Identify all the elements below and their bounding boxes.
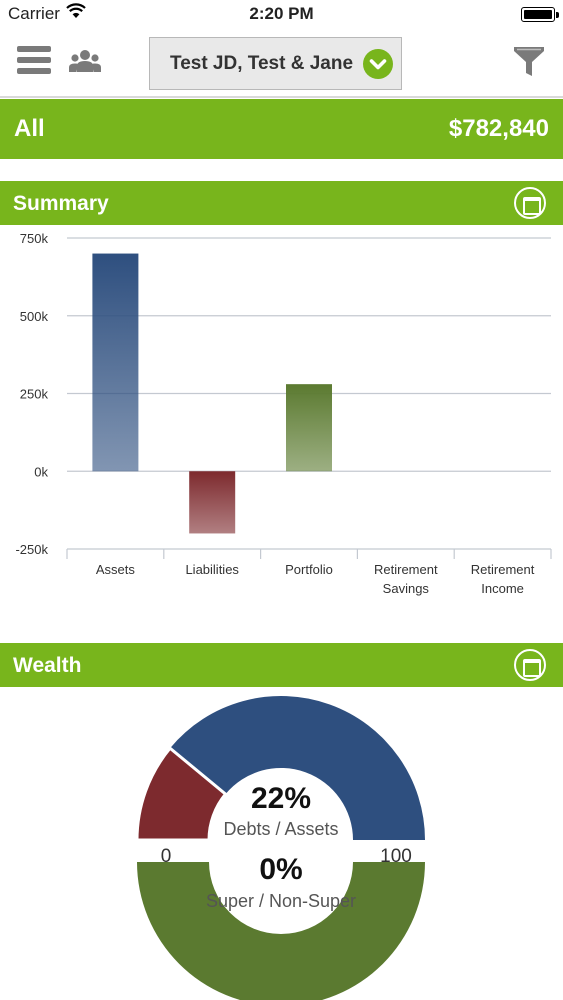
gauge-max-label: 100 <box>380 846 412 867</box>
bar-portfolio <box>286 384 332 472</box>
wifi-icon <box>66 3 86 24</box>
summary-title: Summary <box>13 192 109 215</box>
bar-assets <box>92 253 139 472</box>
wealth-title: Wealth <box>13 654 82 677</box>
gauge-min-label: 0 <box>161 846 172 867</box>
bar-liabilities <box>189 471 236 534</box>
summary-section-header: Summary <box>0 181 563 225</box>
carrier-label: Carrier <box>8 4 60 23</box>
people-icon[interactable] <box>68 48 102 79</box>
all-total-bar: All $782,840 <box>0 99 563 159</box>
x-tick-label: Liabilities <box>185 562 239 577</box>
x-tick-label: Retirement Income <box>471 562 535 596</box>
summary-bar-chart: 750k 500k 250k 0k -250k Assets Liabilities Port… <box>15 231 552 596</box>
debts-assets-value: 22% <box>251 782 311 815</box>
y-tick-label: 250k <box>20 387 49 402</box>
y-tick-label: 0k <box>34 464 48 479</box>
gauge-debts-assets-remainder <box>170 696 425 840</box>
client-selector-label: Test JD, Test & Jane <box>170 53 354 74</box>
y-tick-label: -250k <box>15 542 48 557</box>
y-tick-label: 500k <box>20 309 49 324</box>
filter-icon[interactable] <box>513 45 545 84</box>
gauge-debts-assets-value <box>135 746 228 842</box>
y-tick-label: 750k <box>20 231 49 246</box>
menu-icon[interactable] <box>17 44 51 78</box>
gauge-super-nonsuper-remainder <box>137 862 425 1000</box>
status-bar: Carrier 2:20 PM <box>0 0 563 28</box>
status-time: 2:20 PM <box>249 4 314 23</box>
super-nonsuper-caption: Super / Non-Super <box>206 891 356 911</box>
wealth-gauge-chart: 22% Debts / Assets 0% Super / Non-Super 0 100 <box>135 696 425 1000</box>
client-selector[interactable]: Test JD, Test & Jane <box>149 37 402 90</box>
top-bar: Test JD, Test & Jane <box>0 28 563 98</box>
wealth-section-header: Wealth <box>0 643 563 687</box>
battery-icon <box>521 7 559 22</box>
x-tick-label: Retirement Savings <box>374 562 438 596</box>
debts-assets-caption: Debts / Assets <box>223 819 338 839</box>
all-total-value: $782,840 <box>448 115 549 142</box>
all-label: All <box>14 115 45 142</box>
wealth-collapse-button[interactable] <box>514 649 546 681</box>
super-nonsuper-value: 0% <box>259 853 302 886</box>
x-tick-label: Assets <box>96 562 136 577</box>
summary-collapse-button[interactable] <box>514 187 546 219</box>
chevron-down-icon <box>363 49 393 79</box>
x-tick-label: Portfolio <box>285 562 333 577</box>
